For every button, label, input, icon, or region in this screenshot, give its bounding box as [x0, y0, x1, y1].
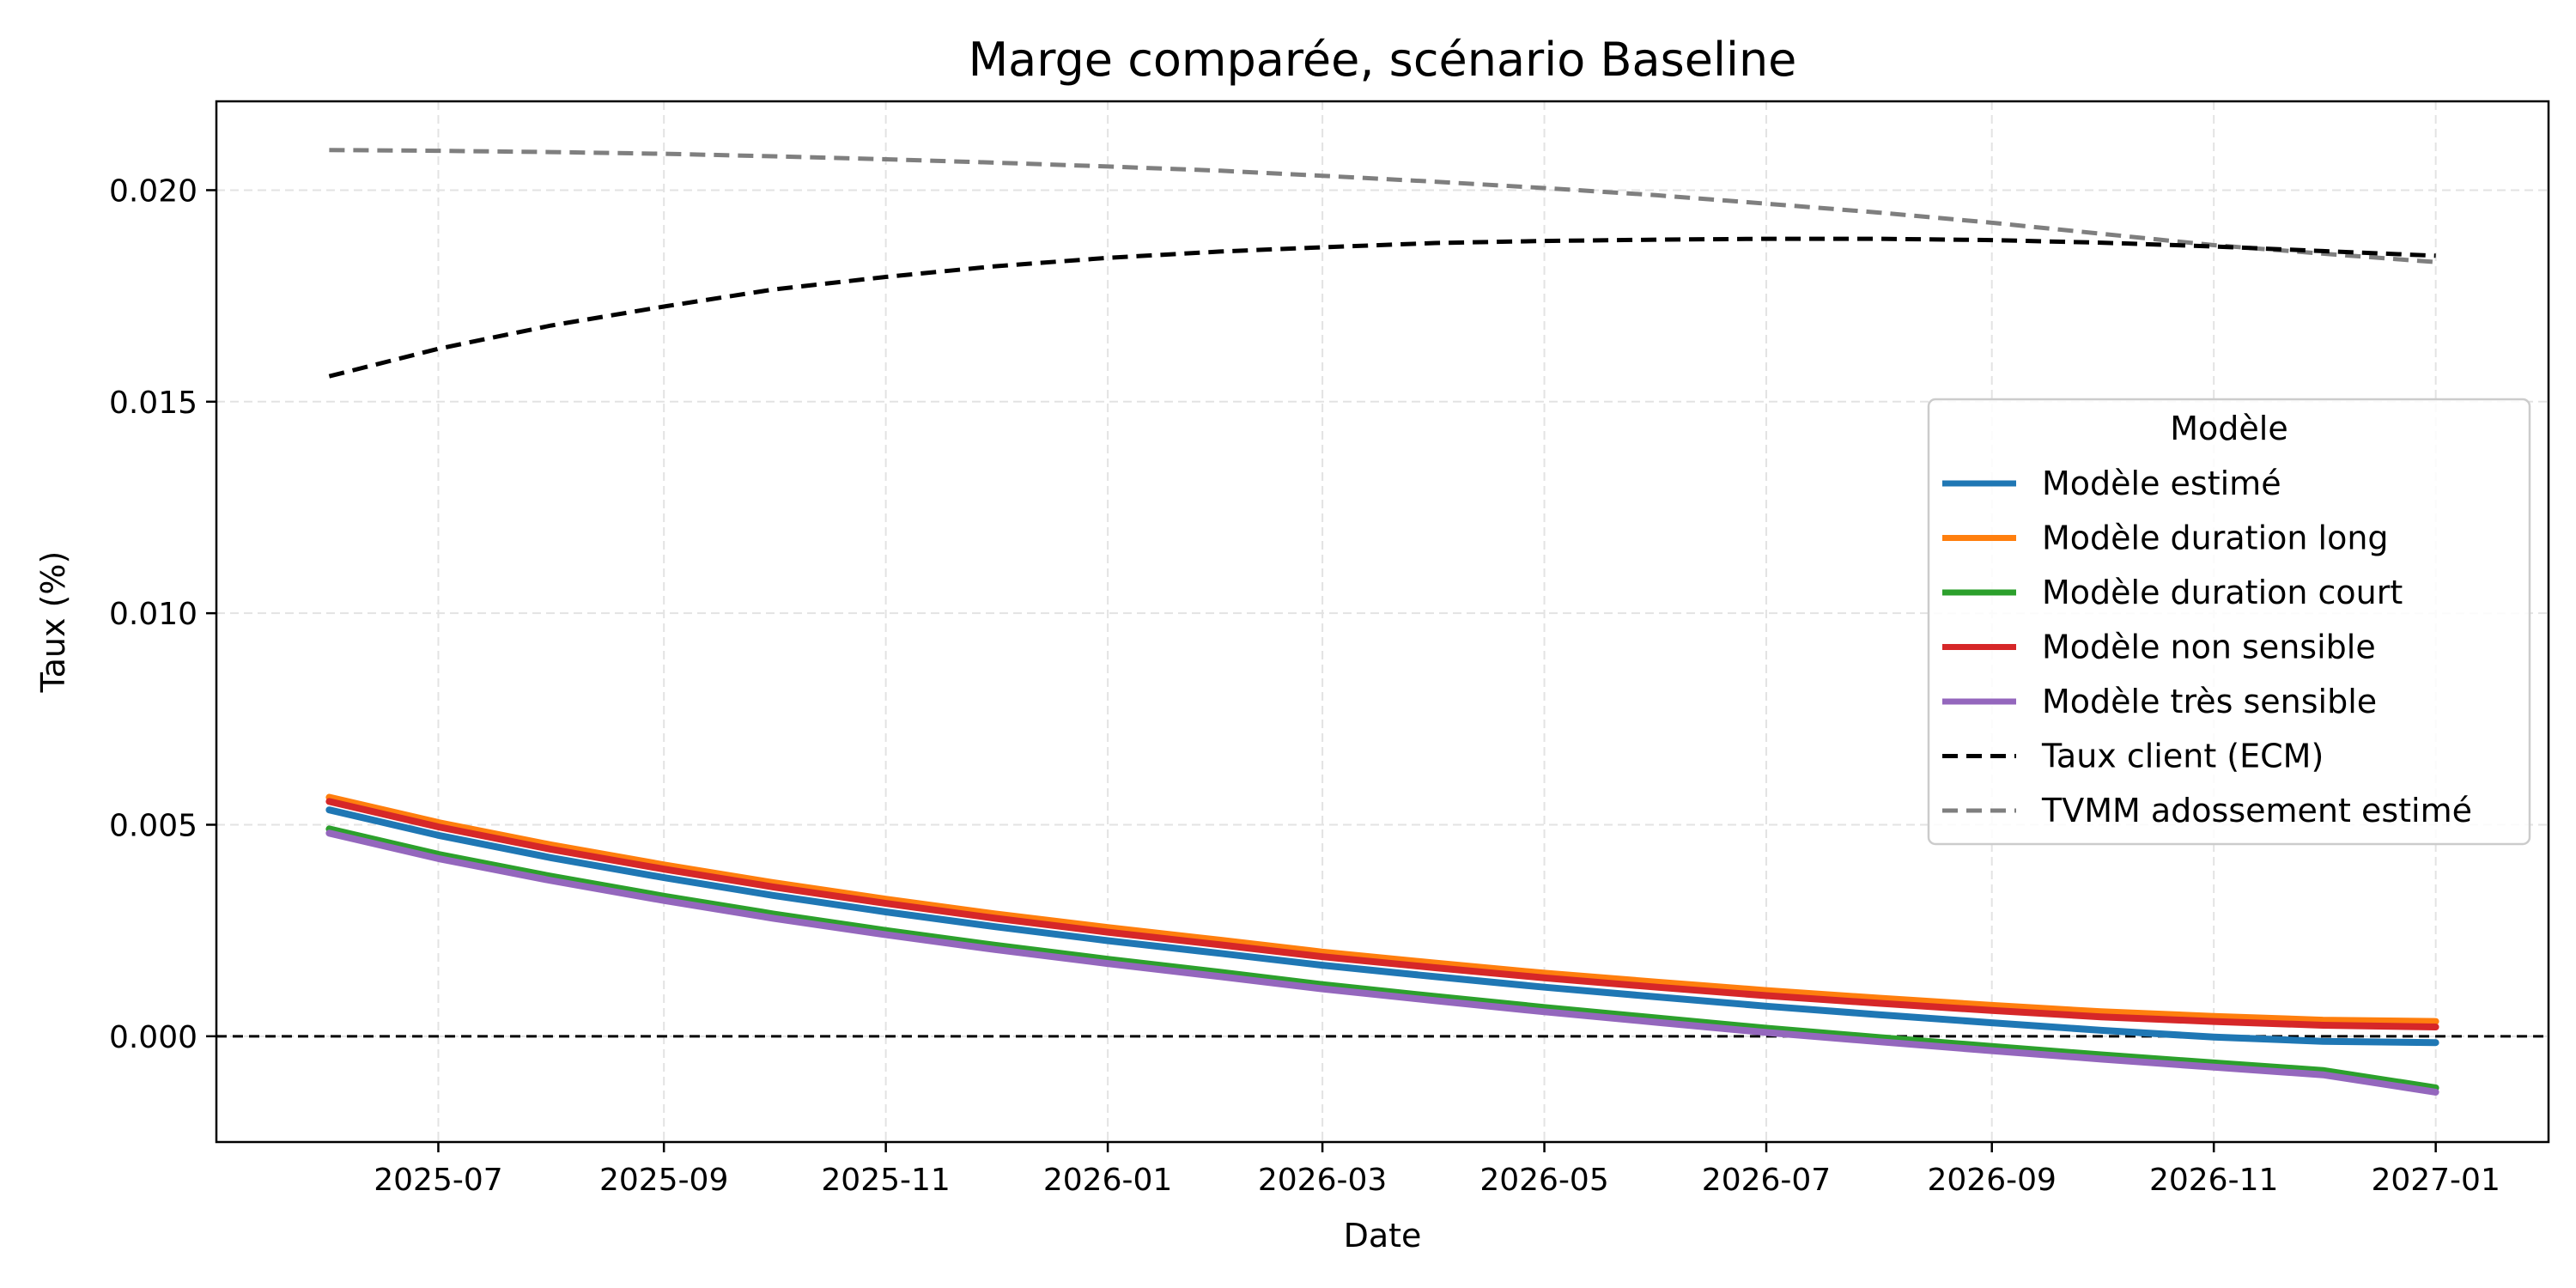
y-tick-label: 0.005 [109, 808, 197, 843]
series-layer [325, 148, 2439, 1096]
series-line-1 [325, 793, 2439, 1025]
legend-box [1927, 398, 2531, 846]
y-tick-label: 0.010 [109, 597, 197, 632]
legend-title: Modèle [2170, 410, 2287, 447]
x-tick-label: 2026-03 [1258, 1163, 1387, 1198]
series-line-5 [328, 236, 2436, 379]
series-line-4 [325, 829, 2439, 1096]
plot-frame [215, 100, 2550, 1144]
legend-label: Modèle estimé [2042, 465, 2281, 502]
legend-label: Modèle très sensible [2042, 683, 2377, 720]
x-tick-label: 2026-09 [1928, 1163, 2057, 1198]
x-tick-label: 2027-01 [2371, 1163, 2500, 1198]
legend: Modèle Modèle estimé Modèle duration long… [1927, 398, 2531, 846]
series-line-6 [329, 148, 2436, 264]
legend-label: Modèle duration court [2042, 574, 2403, 611]
legend-label: Modèle duration long [2042, 519, 2389, 557]
y-axis: 0.000 0.005 0.010 0.015 0.020 [109, 173, 216, 1055]
series-line-0 [325, 806, 2439, 1047]
y-tick-label: 0.000 [109, 1020, 197, 1055]
x-tick-label: 2026-05 [1479, 1163, 1608, 1198]
x-tick-label: 2026-11 [2149, 1163, 2278, 1198]
x-tick-label: 2026-07 [1702, 1163, 1831, 1198]
x-axis: 2025-07 2025-09 2025-11 2026-01 2026-03 2026-… [374, 1142, 2500, 1198]
x-axis-label: Date [1344, 1217, 1422, 1255]
series-line-2 [325, 825, 2439, 1091]
x-tick-label: 2025-11 [821, 1163, 950, 1198]
x-tick-label: 2025-07 [374, 1163, 502, 1198]
series-line-3 [325, 798, 2439, 1030]
legend-label: TVMM adossement estimé [2041, 792, 2472, 829]
legend-label: Modèle non sensible [2042, 629, 2376, 666]
y-tick-label: 0.015 [109, 386, 197, 421]
legend-items: Modèle estimé Modèle duration long Modèle … [1942, 465, 2472, 829]
x-tick-label: 2025-09 [599, 1163, 728, 1198]
legend-label: Taux client (ECM) [2041, 738, 2324, 775]
x-tick-label: 2026-01 [1043, 1163, 1172, 1198]
y-axis-label: Taux (%) [34, 551, 72, 694]
y-tick-label: 0.020 [109, 173, 197, 209]
chart-title: Marge comparée, scénario Baseline [969, 33, 1797, 87]
